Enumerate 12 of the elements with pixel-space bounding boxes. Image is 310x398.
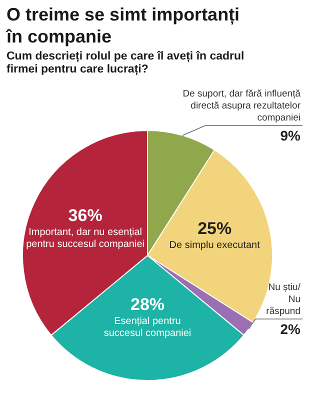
slice-label: De simplu executant: [169, 240, 260, 251]
data-label: 2%: [280, 320, 302, 337]
data-label: 36%: [68, 206, 102, 225]
slice-label: Nu știu/ Nu răspund: [266, 282, 301, 317]
chart-subtitle: Cum descrieți rolul pe care îl aveți în cadrul firmei pentru care lucrați?: [6, 50, 244, 76]
chart-title: O treime se simt importanți în companie: [6, 4, 240, 46]
slice-label: Esențial pentru succesul companiei: [104, 316, 192, 340]
data-label: 28%: [130, 295, 165, 314]
data-label: 25%: [198, 218, 232, 238]
data-label: 9%: [280, 127, 302, 144]
slice-label: Important, dar nu esențial pentru succesul companiei: [26, 226, 144, 250]
slice-label: De suport, dar fără influență directă asupra rezultatelor companiei: [182, 88, 302, 124]
